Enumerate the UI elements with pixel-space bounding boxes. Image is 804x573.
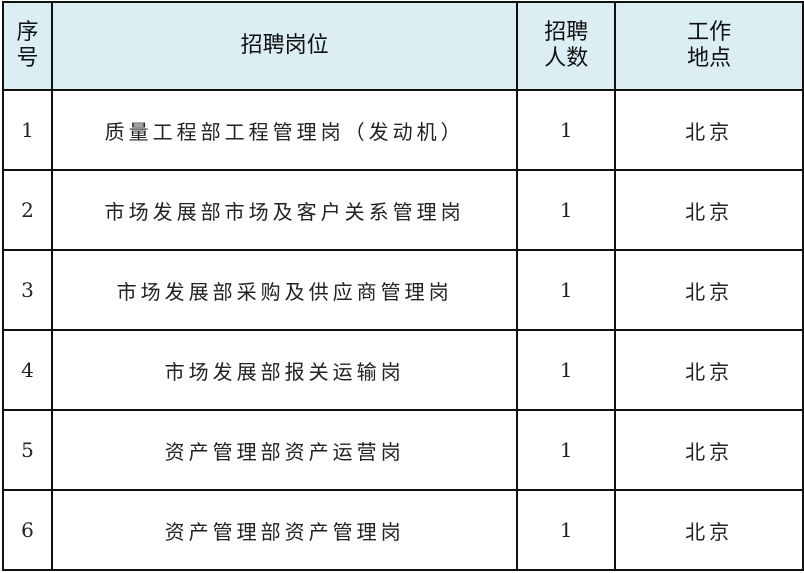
header-count: 招聘人数 bbox=[516, 1, 617, 91]
row-index: 2 bbox=[2, 169, 53, 251]
row-position: 市场发展部采购及供应商管理岗 bbox=[50, 249, 519, 331]
row-location: 北京 bbox=[614, 489, 804, 571]
row-count: 1 bbox=[516, 249, 617, 331]
table-row: 1 质量工程部工程管理岗（发动机） 1 北京 bbox=[2, 89, 804, 171]
table-row: 3 市场发展部采购及供应商管理岗 1 北京 bbox=[2, 249, 804, 331]
table-row: 5 资产管理部资产运营岗 1 北京 bbox=[2, 409, 804, 491]
row-location: 北京 bbox=[614, 409, 804, 491]
row-index: 5 bbox=[2, 409, 53, 491]
table-row: 6 资产管理部资产管理岗 1 北京 bbox=[2, 489, 804, 571]
table-row: 2 市场发展部市场及客户关系管理岗 1 北京 bbox=[2, 169, 804, 251]
row-index: 1 bbox=[2, 89, 53, 171]
row-location: 北京 bbox=[614, 329, 804, 411]
row-position: 资产管理部资产运营岗 bbox=[50, 409, 519, 491]
header-location: 工作地点 bbox=[614, 1, 804, 91]
row-index: 3 bbox=[2, 249, 53, 331]
row-position: 资产管理部资产管理岗 bbox=[50, 489, 519, 571]
row-count: 1 bbox=[516, 489, 617, 571]
row-position: 市场发展部市场及客户关系管理岗 bbox=[50, 169, 519, 251]
row-position: 市场发展部报关运输岗 bbox=[50, 329, 519, 411]
header-row: 序号 招聘岗位 招聘人数 工作地点 bbox=[2, 1, 804, 91]
header-index: 序号 bbox=[2, 1, 53, 91]
row-location: 北京 bbox=[614, 169, 804, 251]
row-location: 北京 bbox=[614, 89, 804, 171]
row-index: 6 bbox=[2, 489, 53, 571]
row-count: 1 bbox=[516, 89, 617, 171]
row-count: 1 bbox=[516, 329, 617, 411]
header-position: 招聘岗位 bbox=[50, 1, 519, 91]
row-position: 质量工程部工程管理岗（发动机） bbox=[50, 89, 519, 171]
row-count: 1 bbox=[516, 169, 617, 251]
row-location: 北京 bbox=[614, 249, 804, 331]
row-index: 4 bbox=[2, 329, 53, 411]
table-row: 4 市场发展部报关运输岗 1 北京 bbox=[2, 329, 804, 411]
row-count: 1 bbox=[516, 409, 617, 491]
